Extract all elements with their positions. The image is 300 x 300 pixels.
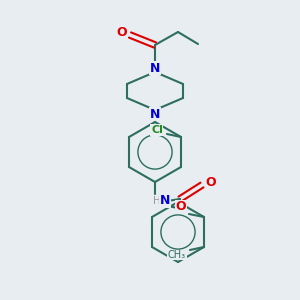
Text: Cl: Cl xyxy=(151,125,163,135)
Text: N: N xyxy=(150,61,160,74)
Text: O: O xyxy=(206,176,216,190)
Text: O: O xyxy=(117,26,127,40)
Text: CH₃: CH₃ xyxy=(168,250,186,260)
Text: N: N xyxy=(160,194,170,208)
Text: O: O xyxy=(176,200,186,214)
Text: N: N xyxy=(150,107,160,121)
Text: H: H xyxy=(153,196,161,206)
